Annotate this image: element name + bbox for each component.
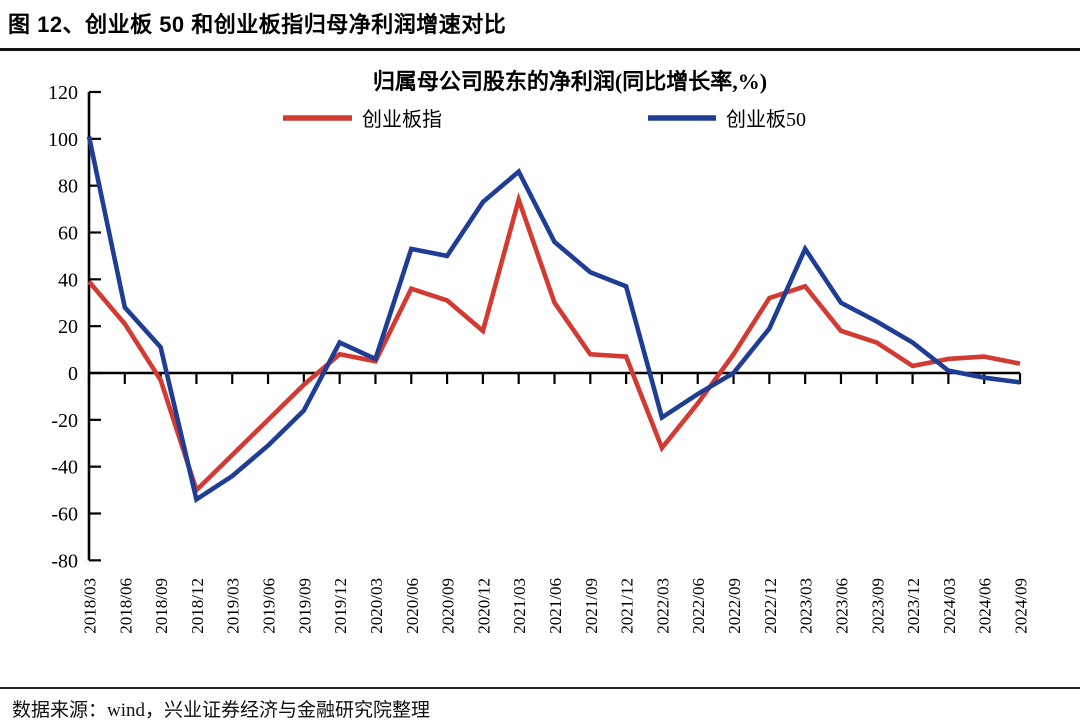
x-axis-label: 2020/03 <box>367 578 386 634</box>
y-axis-label: -20 <box>51 410 78 432</box>
y-axis-label: 0 <box>68 363 78 385</box>
x-axis-label: 2018/09 <box>152 578 171 634</box>
x-axis-label: 2023/06 <box>832 578 851 634</box>
y-axis-label: -40 <box>51 457 78 479</box>
x-axis-label: 2021/09 <box>582 578 601 634</box>
legend-label-1: 创业板50 <box>726 108 806 131</box>
x-axis-label: 2019/06 <box>260 578 279 634</box>
x-axis-label: 2023/12 <box>904 578 923 634</box>
x-axis-label: 2024/03 <box>940 578 959 634</box>
y-axis-label: 60 <box>58 222 78 244</box>
figure-footer: 数据来源：wind，兴业证券经济与金融研究院整理 <box>0 687 1080 722</box>
x-axis-label: 2022/03 <box>653 578 672 634</box>
x-axis-label: 2020/09 <box>439 578 458 634</box>
x-axis-label: 2020/06 <box>403 578 422 634</box>
chart-title: 归属母公司股东的净利润(同比增长率,%) <box>373 69 767 94</box>
y-axis-label: 80 <box>58 176 78 198</box>
y-axis-label: 20 <box>58 316 78 338</box>
x-axis-label: 2021/03 <box>510 578 529 634</box>
source-text: 数据来源：wind，兴业证券经济与金融研究院整理 <box>12 700 431 721</box>
series-line-0 <box>87 191 1021 495</box>
y-axis-label: 100 <box>48 129 78 151</box>
x-axis-label: 2019/12 <box>331 578 350 634</box>
x-axis-label: 2019/09 <box>295 578 314 634</box>
figure-title: 图 12、创业板 50 和创业板指归母净利润增速对比 <box>8 12 507 37</box>
x-axis-label: 2023/09 <box>868 578 887 634</box>
x-axis-label: 2021/06 <box>546 578 565 634</box>
x-axis-label: 2022/06 <box>689 578 708 634</box>
y-axis-label: -60 <box>51 504 78 526</box>
x-axis-label: 2020/12 <box>474 578 493 634</box>
x-axis-label: 2024/06 <box>976 578 995 634</box>
figure-header: 图 12、创业板 50 和创业板指归母净利润增速对比 <box>0 0 1080 51</box>
x-axis-label: 2023/03 <box>797 578 816 634</box>
y-axis-label: 40 <box>58 269 78 291</box>
x-axis-label: 2018/03 <box>81 578 100 634</box>
x-axis-label: 2022/12 <box>761 578 780 634</box>
x-axis-label: 2018/12 <box>188 578 207 634</box>
y-axis-label: -80 <box>51 550 78 572</box>
x-axis-label: 2024/09 <box>1012 578 1031 634</box>
legend-label-0: 创业板指 <box>362 108 442 131</box>
x-axis-label: 2018/06 <box>116 578 135 634</box>
series-line-1 <box>86 136 1021 504</box>
x-axis-label: 2022/09 <box>725 578 744 634</box>
x-axis-label: 2019/03 <box>224 578 243 634</box>
x-axis-label: 2021/12 <box>618 578 637 634</box>
y-axis-label: 120 <box>48 82 78 104</box>
